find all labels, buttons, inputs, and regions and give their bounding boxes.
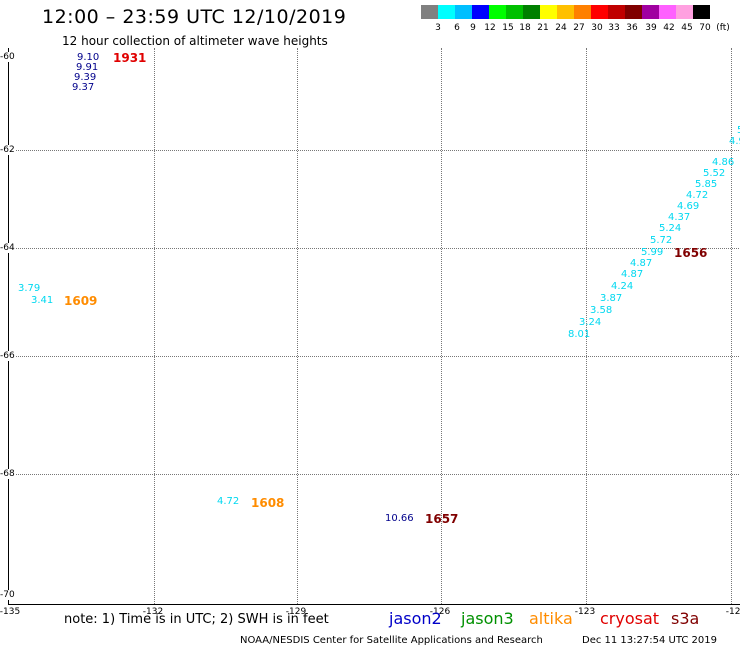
wave-height-value: 4.9 <box>729 136 740 147</box>
satellite-label-s3a: s3a <box>671 609 700 628</box>
legend-swatch <box>557 5 574 19</box>
legend-swatch <box>642 5 659 19</box>
wave-height-value: 9.91 <box>76 62 99 73</box>
wave-height-value: 4.87 <box>630 258 653 269</box>
wave-height-value: 3.79 <box>18 283 41 294</box>
legend-swatch <box>438 5 455 19</box>
pass-time-label: 1656 <box>674 246 708 260</box>
satellite-label-jason2: jason2 <box>389 609 442 628</box>
wave-height-value: 3.41 <box>31 295 54 306</box>
legend-tick-label: 45 <box>681 23 693 33</box>
wave-height-value: 5.72 <box>650 235 673 246</box>
wave-height-value: 5.24 <box>659 223 682 234</box>
longitude-label: -129 <box>285 607 307 617</box>
wave-height-value: 4.24 <box>611 281 634 292</box>
latitude-gridline <box>9 474 740 475</box>
legend-swatch <box>472 5 489 19</box>
legend-tick-label: 30 <box>591 23 603 33</box>
longitude-gridline <box>586 48 587 604</box>
wave-height-value: 3.58 <box>590 305 613 316</box>
pass-time-label: 1609 <box>64 294 98 308</box>
latitude-label: -70 <box>0 590 15 600</box>
latitude-label: -68 <box>0 469 15 479</box>
legend-tick-label: 18 <box>519 23 531 33</box>
longitude-label: -123 <box>574 607 596 617</box>
latitude-gridline <box>9 150 740 151</box>
wave-height-value: 3.24 <box>579 317 602 328</box>
legend-tick-label: 9 <box>470 23 476 33</box>
legend-tick-label: 21 <box>537 23 549 33</box>
longitude-label: -126 <box>429 607 451 617</box>
map-subtitle: 12 hour collection of altimeter wave hei… <box>62 34 328 48</box>
legend-tick-label: 70 <box>699 23 711 33</box>
longitude-label: -132 <box>142 607 164 617</box>
legend-swatch <box>625 5 642 19</box>
footer-note: note: 1) Time is in UTC; 2) SWH is in fe… <box>64 612 329 627</box>
satellite-label-altika: altika <box>529 609 573 628</box>
legend-tick-label: 36 <box>626 23 638 33</box>
wave-height-value: 3.87 <box>600 293 623 304</box>
legend-swatch <box>506 5 523 19</box>
legend-tick-label: 6 <box>454 23 460 33</box>
credit-line: NOAA/NESDIS Center for Satellite Applica… <box>240 635 543 646</box>
legend-tick-label: 39 <box>645 23 657 33</box>
pass-time-label: 1657 <box>425 512 459 526</box>
map-title: 12:00 – 23:59 UTC 12/10/2019 <box>42 6 347 28</box>
legend-tick-label: 3 <box>435 23 441 33</box>
longitude-gridline <box>731 48 732 604</box>
latitude-label: -62 <box>0 145 15 155</box>
longitude-label: -120 <box>725 607 740 617</box>
latitude-gridline <box>9 248 740 249</box>
legend-tick-label: 24 <box>555 23 567 33</box>
wave-height-value: 5.52 <box>703 168 726 179</box>
map-plot-area <box>8 48 740 605</box>
color-scale-legend <box>421 5 710 19</box>
wave-height-value: 9.37 <box>72 82 95 93</box>
wave-height-value: 10.66 <box>385 513 414 524</box>
wave-height-value: 8.01 <box>568 329 591 340</box>
wave-height-value: 9.39 <box>74 72 97 83</box>
wave-height-value: 5 <box>737 126 740 136</box>
legend-swatch <box>455 5 472 19</box>
satellite-label-jason3: jason3 <box>461 609 514 628</box>
wave-height-value: 5.85 <box>695 179 718 190</box>
wave-height-value: 5.99 <box>641 247 664 258</box>
legend-swatch <box>591 5 608 19</box>
legend-swatch <box>693 5 710 19</box>
wave-height-value: 4.87 <box>621 269 644 280</box>
legend-tick-label: 33 <box>608 23 620 33</box>
legend-swatch <box>540 5 557 19</box>
wave-height-value: 4.86 <box>712 157 735 168</box>
longitude-gridline <box>441 48 442 604</box>
legend-swatch <box>489 5 506 19</box>
legend-tick-label: 27 <box>573 23 585 33</box>
wave-height-value: 4.37 <box>668 212 691 223</box>
generated-timestamp: Dec 11 13:27:54 UTC 2019 <box>582 635 717 646</box>
satellite-label-cryosat: cryosat <box>600 609 660 628</box>
pass-time-label: 1608 <box>251 496 285 510</box>
wave-height-value: 4.72 <box>217 496 240 507</box>
wave-height-value: 4.69 <box>677 201 700 212</box>
legend-tick-label: 12 <box>484 23 496 33</box>
longitude-gridline <box>154 48 155 604</box>
latitude-gridline <box>9 356 740 357</box>
wave-height-value: 4.72 <box>686 190 709 201</box>
legend-tick-label: 15 <box>502 23 514 33</box>
longitude-label: -135 <box>0 607 21 617</box>
wave-height-value: 9.10 <box>77 52 100 63</box>
legend-unit-label: (ft) <box>716 23 730 33</box>
latitude-label: -66 <box>0 351 15 361</box>
legend-tick-label: 42 <box>663 23 675 33</box>
legend-swatch <box>574 5 591 19</box>
legend-swatch <box>523 5 540 19</box>
legend-swatch <box>421 5 438 19</box>
latitude-label: -60 <box>0 52 15 62</box>
legend-swatch <box>676 5 693 19</box>
latitude-label: -64 <box>0 243 15 253</box>
longitude-gridline <box>297 48 298 604</box>
legend-swatch <box>608 5 625 19</box>
legend-swatch <box>659 5 676 19</box>
pass-time-label: 1931 <box>113 51 147 65</box>
